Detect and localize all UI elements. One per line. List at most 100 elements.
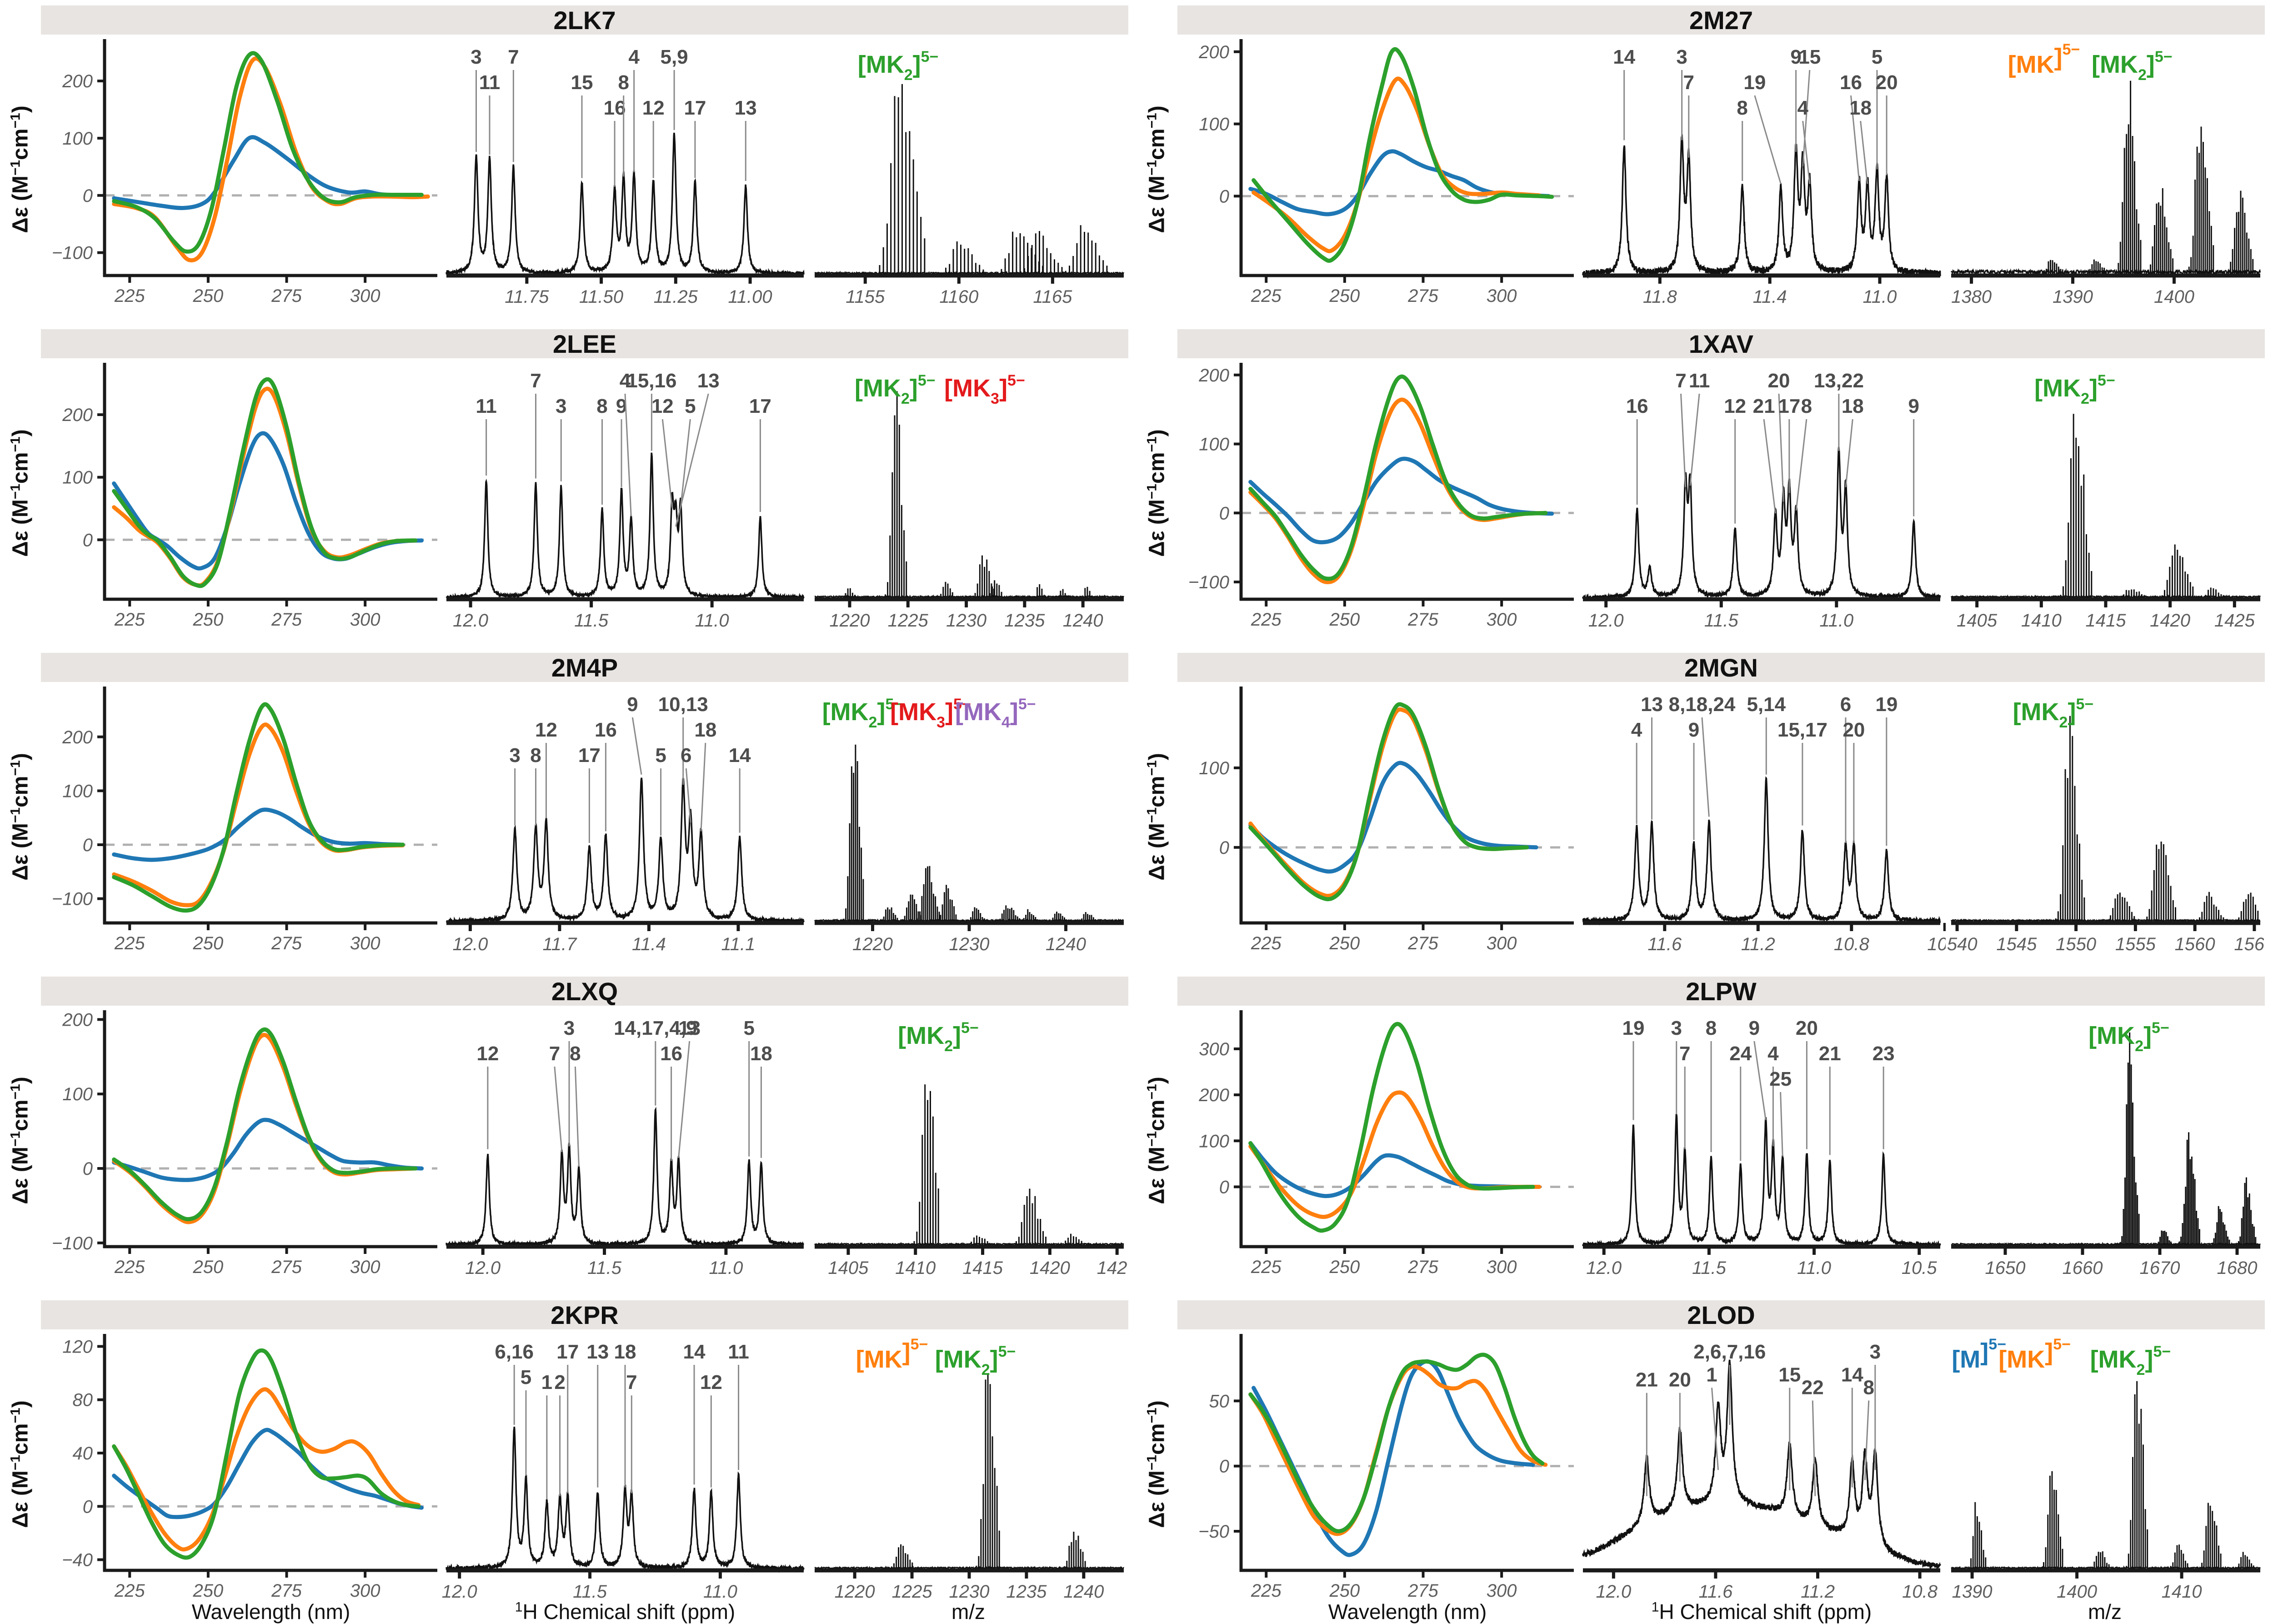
nmr-trace [446, 132, 805, 277]
peak-label: 16 [1840, 71, 1862, 94]
species-label-part: [MK [2090, 1346, 2137, 1373]
peak-label: 19 [1622, 1017, 1644, 1039]
axis-tick-label: 1240 [1063, 1582, 1104, 1599]
species-label: [MK4]5− [955, 696, 1036, 731]
axis-tick-label: 11.1 [721, 934, 755, 951]
axis-tick-label: 275 [1407, 286, 1438, 304]
leader-line [680, 419, 691, 508]
nmr-trace [1582, 776, 1941, 926]
panel-title: 2KPR [551, 1300, 619, 1329]
peak-label: 8 [1706, 1017, 1717, 1039]
ms-trace [891, 1373, 1086, 1569]
panel-body: Δε (M−1cm−1) 200 100 0 −100 225 250 275 300 12.… [1136, 358, 2273, 627]
axis-tick-label: 225 [1251, 610, 1282, 627]
panel-header: 2MGN [1177, 653, 2265, 682]
cd-x-axis-title: Wavelength (nm) [191, 1600, 350, 1624]
axis-tick-label: 11.5 [573, 1582, 607, 1599]
species-label: [MK3]5− [890, 696, 971, 731]
leader-line [1763, 419, 1776, 514]
axis-tick-label: 11.0 [695, 611, 729, 627]
species-label: [MK2]5− [855, 372, 936, 407]
axis-tick-label: 275 [1407, 610, 1438, 627]
cd-curve-green [112, 702, 405, 913]
nmr-trace [446, 777, 805, 925]
axis-tick-label: 1540 [1946, 934, 1978, 951]
cd-y-axis-label: Δε (M−1cm−1) [1136, 1329, 1177, 1599]
species-label: [MK2]5− [2092, 48, 2173, 84]
peak-label: 18 [1849, 97, 1872, 119]
ms-plot: 1540 1545 1550 1555 1560 1565 [MK2]5− [1946, 696, 2264, 951]
peak-label: 10,13 [658, 693, 708, 716]
cd-curve-blue [1248, 761, 1538, 874]
axis-tick-label: 250 [1329, 286, 1360, 304]
species-label-part: 4 [1001, 714, 1010, 731]
panel-title: 2LPW [1686, 977, 1757, 1006]
ms-plot: 1380 1390 1400[MK]5−[MK2]5− [1950, 41, 2261, 304]
peak-label: 3 [509, 744, 520, 767]
peak-label: 8,18,24 [1669, 693, 1736, 716]
cd-curve-green [1248, 1353, 1545, 1534]
axis-tick-label: 1220 [835, 1582, 875, 1599]
ms-plot: 1650 1660 1670 1680 [MK2]5− [1951, 1019, 2261, 1275]
peak-label: 1 [1706, 1363, 1717, 1386]
ms-baseline [814, 594, 1125, 599]
peak-label: 24 [1729, 1043, 1752, 1065]
cd-y-axis-label: Δε (M−1cm−1) [0, 682, 41, 951]
axis-tick-label: 11.5 [587, 1258, 622, 1275]
panel-header: 2KPR [41, 1300, 1128, 1329]
species-label-part: 2 [2059, 714, 2068, 731]
axis-tick-label: 225 [1251, 286, 1282, 304]
axis-tick-label: 1225 [892, 1582, 933, 1599]
axis-tick-label: 11.6 [1698, 1582, 1733, 1599]
panel-header: 2M27 [1177, 5, 2265, 35]
peak-label: 20 [1842, 719, 1865, 741]
axis-tick-label: 11.4 [1753, 287, 1787, 304]
species-label-part: ] [999, 375, 1007, 402]
species-label-part: ] [902, 1338, 911, 1366]
cd-curve-green [1252, 47, 1554, 263]
species-label-part: 5− [2152, 1019, 2169, 1037]
cd-y-axis-label: Δε (M−1cm−1) [1136, 1006, 1177, 1275]
cd-y-axis-label-text: Δε (M−1cm−1) [1144, 1400, 1169, 1528]
species-label-part: 2 [2081, 390, 2089, 407]
panel-body: Δε (M−1cm−1) 200 100 0 −100 225 250 275 300 11.… [0, 35, 1136, 304]
species-label-part: 5− [885, 696, 903, 713]
peak-label: 8 [1863, 1376, 1874, 1398]
species-label-part: [MK [2013, 698, 2059, 726]
peak-label: 14,17,4,9 [614, 1017, 697, 1039]
axis-tick-label: 1160 [939, 287, 978, 304]
cd-curve-green [112, 1348, 421, 1560]
panel-title: 2M4P [551, 653, 618, 682]
species-label: [MK3]5− [944, 372, 1025, 407]
axis-tick-label: 300 [350, 286, 381, 304]
species-label-part: [MK [858, 51, 904, 78]
peak-label: 9 [1749, 1017, 1760, 1039]
ms-trace [2060, 414, 2224, 597]
species-label-part: ] [2145, 1346, 2153, 1373]
cd-plot: 120 80 40 0 −40 225 250 275 300 [62, 1334, 437, 1599]
panel-title: 2LK7 [553, 5, 616, 35]
species-label-part: ] [2143, 1022, 2152, 1049]
cd-curve-orange [1248, 1364, 1548, 1536]
panel-body: Δε (M−1cm−1) 100 0 225 250 275 300 11.6 11.2 10… [1136, 682, 2273, 951]
peak-label: 12 [476, 1043, 499, 1065]
peak-label: 11 [479, 71, 501, 94]
leader-line [1780, 1092, 1783, 1157]
axis-tick-label: 12.0 [1588, 611, 1624, 627]
peak-label: 14 [1841, 1363, 1863, 1386]
species-label-part: 2 [904, 66, 913, 84]
ms-plot: 1220 1225 1230 1235 1240[MK]5−[MK2]5− [814, 1336, 1125, 1599]
ms-trace [2043, 80, 2254, 274]
species-label-part: 5− [1007, 372, 1025, 389]
axis-tick-label: 0 [1219, 1177, 1229, 1197]
axis-tick-label: 200 [62, 1010, 93, 1030]
axis-tick-label: 11.6 [1647, 934, 1682, 951]
axis-tick-label: 100 [62, 468, 93, 488]
species-label: [M]5− [1952, 1336, 2006, 1373]
axis-tick-label: 200 [1198, 366, 1229, 386]
panel-title: 2MGN [1684, 653, 1758, 682]
leader-line [1680, 393, 1687, 487]
axis-tick-label: 200 [1198, 42, 1229, 62]
